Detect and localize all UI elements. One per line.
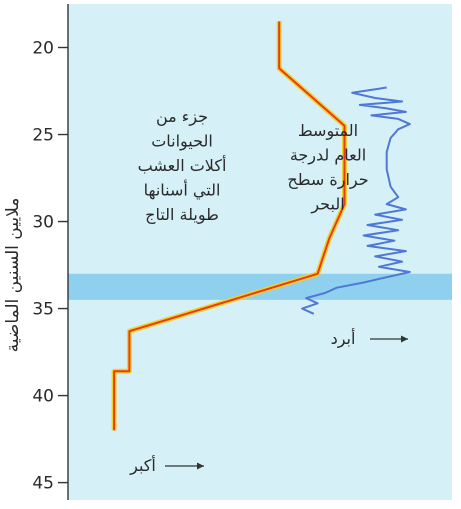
sea-temperature-label-line: العام لدرجة	[290, 146, 366, 166]
hypsodont-label-line: الحيوانات	[151, 132, 213, 152]
series-lines	[111, 21, 411, 431]
y-tick-label: 35	[32, 300, 54, 320]
series-hypsodont-line	[113, 21, 346, 431]
sea-temperature-label-line: البحر	[310, 195, 344, 215]
temperature-direction-text: أبرد	[331, 328, 356, 349]
hypsodont-label-line: التي أسنانها	[144, 180, 221, 201]
y-tick-label: 45	[32, 474, 54, 494]
y-axis-label: ملايين السنين الماضية	[3, 198, 23, 353]
hypsodont-label-line: أكلات العشب	[138, 155, 227, 175]
sea-temperature-label-line: حرارة سطح	[287, 170, 368, 190]
hypsodont-label-line: جزء من	[156, 107, 208, 127]
series-labels: جزء من الحيوانات أكلات العشب التي أسنانها طو…	[138, 107, 369, 225]
y-axis: 20 25 30 35 40 45	[32, 4, 69, 500]
temperature-direction-arrowhead	[401, 335, 408, 343]
series-sea-temperature-line	[301, 86, 411, 315]
y-tick-label: 30	[32, 213, 54, 233]
highlight-band	[68, 273, 452, 300]
hypsodont-direction-text: أكبر	[129, 455, 156, 476]
axis-notes: أكبر أبرد	[129, 328, 408, 476]
cooling-band	[68, 273, 452, 300]
hypsodont-direction-arrowhead	[197, 462, 204, 470]
plot-area	[68, 4, 452, 500]
y-tick-label: 40	[32, 387, 54, 407]
y-tick-label: 20	[32, 39, 54, 59]
plot-background	[68, 4, 452, 500]
hypsodont-label-line: طويلة التاج	[145, 205, 219, 225]
sea-temperature-label-line: المتوسط	[298, 121, 358, 141]
y-tick-label: 25	[32, 126, 54, 146]
